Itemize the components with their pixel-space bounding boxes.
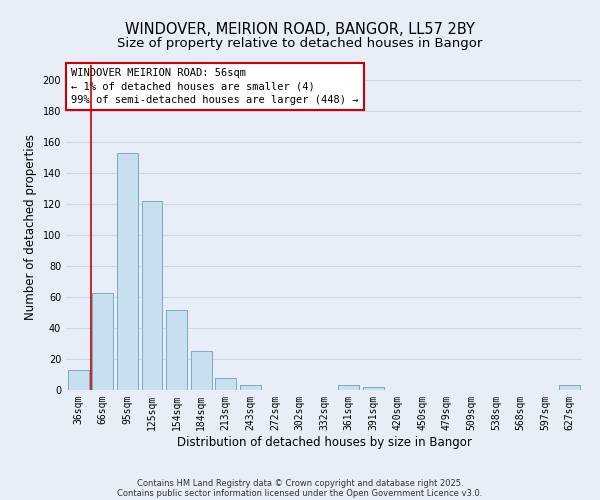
Bar — [92, 292, 113, 390]
Bar — [338, 386, 359, 390]
Text: Contains HM Land Registry data © Crown copyright and database right 2025.: Contains HM Land Registry data © Crown c… — [137, 478, 463, 488]
Bar — [142, 201, 163, 390]
Text: Contains public sector information licensed under the Open Government Licence v3: Contains public sector information licen… — [118, 488, 482, 498]
X-axis label: Distribution of detached houses by size in Bangor: Distribution of detached houses by size … — [176, 436, 472, 448]
Bar — [559, 386, 580, 390]
Text: Size of property relative to detached houses in Bangor: Size of property relative to detached ho… — [118, 38, 482, 51]
Bar — [191, 352, 212, 390]
Bar — [240, 386, 261, 390]
Bar — [117, 153, 138, 390]
Bar — [362, 387, 383, 390]
Y-axis label: Number of detached properties: Number of detached properties — [24, 134, 37, 320]
Bar — [68, 370, 89, 390]
Text: WINDOVER MEIRION ROAD: 56sqm
← 1% of detached houses are smaller (4)
99% of semi: WINDOVER MEIRION ROAD: 56sqm ← 1% of det… — [71, 68, 359, 104]
Bar — [215, 378, 236, 390]
Text: WINDOVER, MEIRION ROAD, BANGOR, LL57 2BY: WINDOVER, MEIRION ROAD, BANGOR, LL57 2BY — [125, 22, 475, 38]
Bar — [166, 310, 187, 390]
